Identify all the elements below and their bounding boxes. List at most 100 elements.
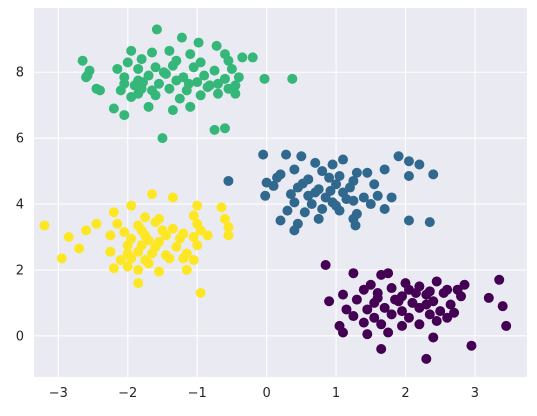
scatter-point <box>192 77 203 88</box>
scatter-point <box>211 40 222 51</box>
scatter-point <box>438 287 449 298</box>
scatter-point <box>289 197 300 208</box>
scatter-point <box>77 55 88 66</box>
scatter-point <box>138 77 149 88</box>
scatter-point <box>275 215 286 226</box>
scatter-point <box>147 47 158 58</box>
scatter-point <box>317 166 328 177</box>
scatter-point <box>348 311 359 322</box>
scatter-point <box>167 60 178 71</box>
scatter-point <box>133 264 144 275</box>
scatter-point <box>171 241 182 252</box>
scatter-point <box>204 80 215 91</box>
y-axis-ticks: 0 2 4 6 8 <box>16 66 24 345</box>
scatter-point <box>383 268 394 279</box>
scatter-point <box>209 65 220 76</box>
scatter-point <box>219 73 230 84</box>
scatter-point <box>362 329 373 340</box>
scatter-point <box>143 101 154 112</box>
scatter-point <box>81 225 92 236</box>
scatter-point <box>94 85 105 96</box>
scatter-point <box>351 294 362 305</box>
scatter-point <box>379 203 390 214</box>
scatter-point <box>369 312 380 323</box>
scatter-point <box>421 353 432 364</box>
scatter-point <box>421 299 432 310</box>
scatter-point <box>410 287 421 298</box>
scatter-point <box>362 304 373 315</box>
scatter-point <box>310 157 321 168</box>
scatter-point <box>108 263 119 274</box>
scatter-point <box>126 200 137 211</box>
scatter-point <box>219 213 230 224</box>
scatter-point <box>466 340 477 351</box>
scatter-point <box>192 200 203 211</box>
scatter-point <box>178 253 189 264</box>
scatter-point <box>143 70 154 81</box>
scatter-point <box>337 154 348 165</box>
scatter-point <box>313 213 324 224</box>
scatter-point <box>122 57 133 68</box>
scatter-point <box>192 240 203 251</box>
scatter-point <box>216 202 227 213</box>
scatter-point <box>372 292 383 303</box>
y-tick-label: 4 <box>16 198 24 213</box>
scatter-point <box>456 291 467 302</box>
scatter-point <box>344 182 355 193</box>
scatter-point <box>424 217 435 228</box>
scatter-point <box>282 205 293 216</box>
scatter-point <box>213 78 224 89</box>
scatter-point <box>195 225 206 236</box>
scatter-point <box>91 218 102 229</box>
scatter-point <box>403 215 414 226</box>
scatter-point <box>105 246 116 257</box>
scatter-point <box>376 319 387 330</box>
scatter-point <box>317 203 328 214</box>
scatter-point <box>379 302 390 313</box>
scatter-point <box>397 320 408 331</box>
scatter-point <box>105 230 116 241</box>
scatter-point <box>383 327 394 338</box>
scatter-point <box>202 230 213 241</box>
scatter-point <box>379 164 390 175</box>
scatter-point <box>167 105 178 116</box>
scatter-point <box>365 279 376 290</box>
plot-background <box>34 8 527 377</box>
scatter-point <box>230 88 241 99</box>
scatter-point <box>147 189 158 200</box>
scatter-point <box>289 164 300 175</box>
scatter-point <box>325 185 336 196</box>
scatter-point <box>174 93 185 104</box>
scatter-point <box>331 179 342 190</box>
scatter-point <box>369 179 380 190</box>
scatter-point <box>108 207 119 218</box>
scatter-point <box>365 199 376 210</box>
scatter-point <box>289 225 300 236</box>
scatter-point <box>147 248 158 259</box>
scatter-point <box>153 78 164 89</box>
scatter-point <box>213 88 224 99</box>
cluster-series <box>223 149 439 236</box>
scatter-point <box>181 264 192 275</box>
scatter-point <box>334 171 345 182</box>
scatter-point <box>219 123 230 134</box>
scatter-point <box>112 63 123 74</box>
scatter-point <box>268 180 279 191</box>
scatter-point <box>157 225 168 236</box>
scatter-point <box>140 212 151 223</box>
scatter-point <box>386 309 397 320</box>
scatter-point <box>143 258 154 269</box>
scatter-point <box>126 253 137 264</box>
scatter-point <box>126 45 137 56</box>
scatter-point <box>358 317 369 328</box>
scatter-point <box>151 24 162 35</box>
scatter-point <box>428 332 439 343</box>
scatter-point <box>199 70 210 81</box>
scatter-point <box>414 159 425 170</box>
y-tick-label: 6 <box>16 132 24 147</box>
scatter-point <box>285 189 296 200</box>
scatter-point <box>81 72 92 83</box>
scatter-point <box>403 156 414 167</box>
y-tick-label: 2 <box>16 263 24 278</box>
scatter-point <box>337 327 348 338</box>
